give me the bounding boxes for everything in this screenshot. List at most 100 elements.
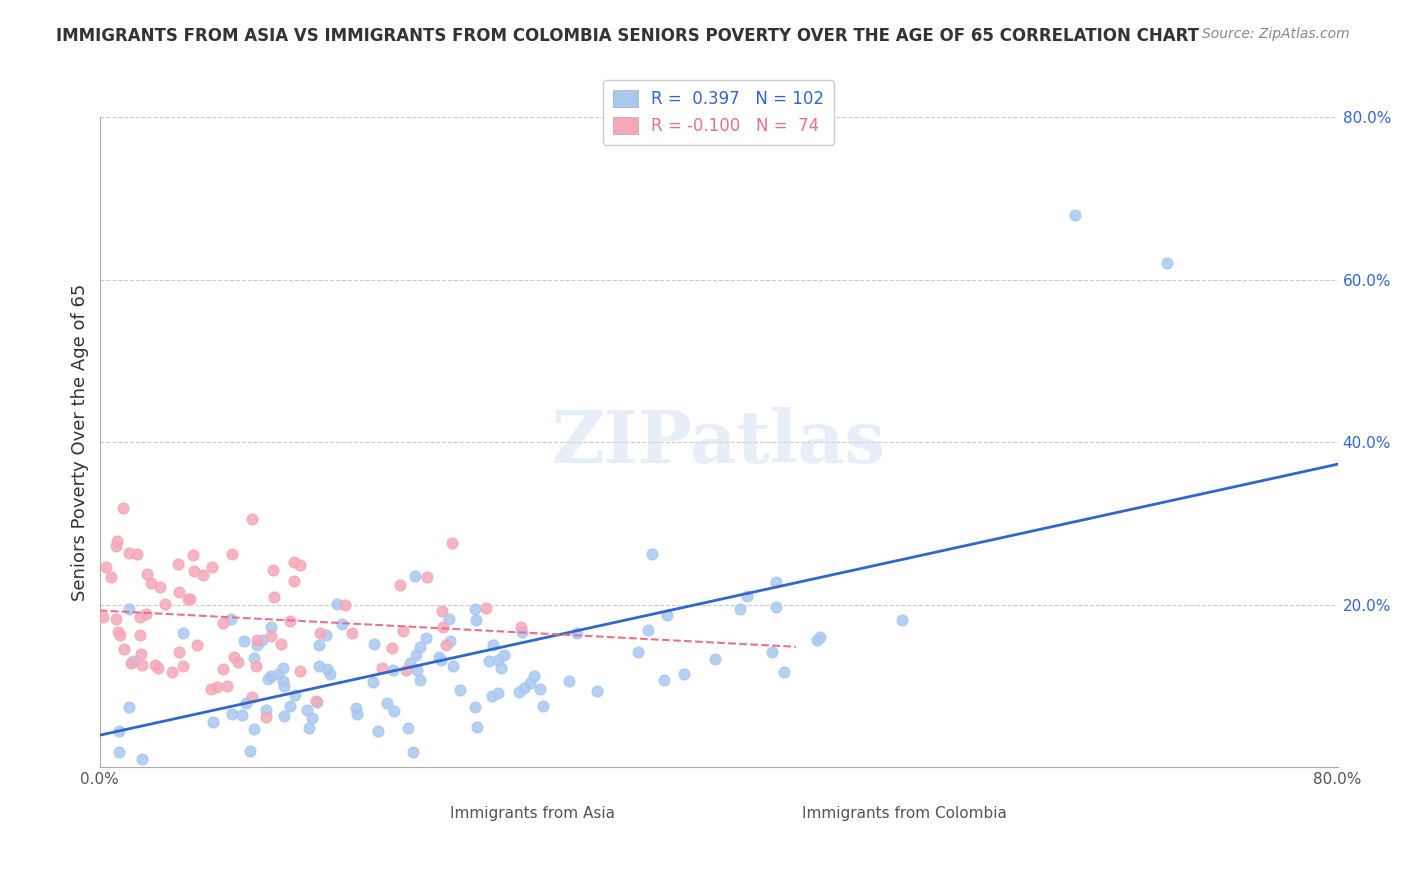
Point bbox=[205, 680, 228, 694]
Point bbox=[371, 661, 394, 675]
Point bbox=[166, 557, 188, 571]
Text: Immigrants from Asia: Immigrants from Asia bbox=[450, 806, 616, 822]
Text: ZIPatlas: ZIPatlas bbox=[551, 407, 886, 478]
Point bbox=[131, 752, 153, 766]
Point bbox=[1156, 256, 1178, 270]
Point bbox=[239, 744, 262, 758]
Point bbox=[304, 694, 326, 708]
Point bbox=[404, 568, 426, 582]
Point bbox=[434, 638, 457, 652]
Legend: R =  0.397   N = 102, R = -0.100   N =  74: R = 0.397 N = 102, R = -0.100 N = 74 bbox=[603, 80, 834, 145]
Point bbox=[254, 703, 277, 717]
Point bbox=[104, 539, 127, 553]
Point bbox=[278, 614, 301, 628]
Point bbox=[153, 597, 176, 611]
Point bbox=[169, 645, 191, 659]
Point bbox=[222, 649, 245, 664]
Point bbox=[122, 654, 145, 668]
Point bbox=[128, 609, 150, 624]
Point bbox=[315, 662, 337, 676]
Point bbox=[273, 679, 295, 693]
Point bbox=[529, 682, 551, 697]
Point bbox=[112, 501, 135, 516]
Point bbox=[240, 690, 263, 704]
Point bbox=[392, 624, 415, 639]
Point bbox=[415, 631, 437, 645]
FancyBboxPatch shape bbox=[806, 790, 855, 810]
Point bbox=[703, 651, 725, 665]
Point bbox=[288, 558, 311, 573]
Point bbox=[297, 703, 319, 717]
Point bbox=[267, 666, 290, 681]
Point bbox=[486, 653, 509, 667]
Text: Immigrants from Colombia: Immigrants from Colombia bbox=[801, 806, 1007, 822]
Point bbox=[105, 534, 128, 549]
Text: Source: ZipAtlas.com: Source: ZipAtlas.com bbox=[1202, 27, 1350, 41]
Point bbox=[381, 663, 404, 677]
Point bbox=[432, 620, 454, 634]
Point bbox=[344, 701, 367, 715]
Point bbox=[319, 666, 342, 681]
Point bbox=[129, 627, 152, 641]
Point bbox=[655, 607, 678, 622]
Point bbox=[297, 722, 319, 736]
Point bbox=[464, 602, 486, 616]
Point bbox=[627, 645, 650, 659]
Point bbox=[108, 724, 131, 739]
Point bbox=[215, 679, 238, 693]
Point bbox=[519, 676, 541, 690]
Point bbox=[467, 720, 489, 734]
Point bbox=[765, 574, 787, 589]
Point bbox=[672, 667, 695, 681]
Point bbox=[396, 721, 419, 735]
Point bbox=[585, 684, 607, 698]
Point bbox=[284, 688, 307, 702]
Point bbox=[305, 695, 328, 709]
Point bbox=[389, 578, 412, 592]
Point bbox=[641, 547, 664, 561]
Point bbox=[120, 656, 142, 670]
Point bbox=[112, 641, 135, 656]
Point bbox=[510, 625, 533, 640]
Point bbox=[375, 696, 398, 710]
Point bbox=[891, 613, 914, 627]
Point bbox=[260, 669, 283, 683]
Point bbox=[513, 681, 536, 695]
Point bbox=[326, 597, 349, 611]
Point bbox=[283, 574, 305, 588]
Point bbox=[509, 620, 531, 634]
Point bbox=[430, 653, 453, 667]
Point bbox=[226, 656, 249, 670]
Point bbox=[108, 628, 131, 642]
Y-axis label: Seniors Poverty Over the Age of 65: Seniors Poverty Over the Age of 65 bbox=[72, 284, 89, 601]
Point bbox=[382, 704, 405, 718]
Point bbox=[464, 700, 486, 714]
Point bbox=[340, 626, 363, 640]
Point bbox=[233, 634, 256, 648]
Point bbox=[508, 685, 530, 699]
Point bbox=[288, 665, 311, 679]
Point bbox=[283, 555, 305, 569]
Point bbox=[332, 616, 354, 631]
Point bbox=[409, 640, 432, 655]
Point bbox=[252, 633, 274, 648]
Point bbox=[492, 648, 515, 662]
Point bbox=[439, 634, 461, 648]
Point bbox=[167, 585, 190, 599]
Point bbox=[212, 616, 235, 631]
Point bbox=[408, 673, 430, 688]
Point bbox=[381, 640, 404, 655]
Point bbox=[245, 659, 267, 673]
Point bbox=[765, 599, 787, 614]
Point bbox=[402, 745, 425, 759]
FancyBboxPatch shape bbox=[458, 790, 508, 810]
Point bbox=[131, 657, 153, 672]
Point bbox=[308, 638, 330, 652]
Point bbox=[427, 649, 450, 664]
Point bbox=[363, 637, 385, 651]
Point bbox=[806, 633, 828, 648]
Point bbox=[808, 630, 831, 644]
Point bbox=[212, 662, 235, 676]
Point bbox=[449, 682, 471, 697]
Point bbox=[558, 673, 581, 688]
